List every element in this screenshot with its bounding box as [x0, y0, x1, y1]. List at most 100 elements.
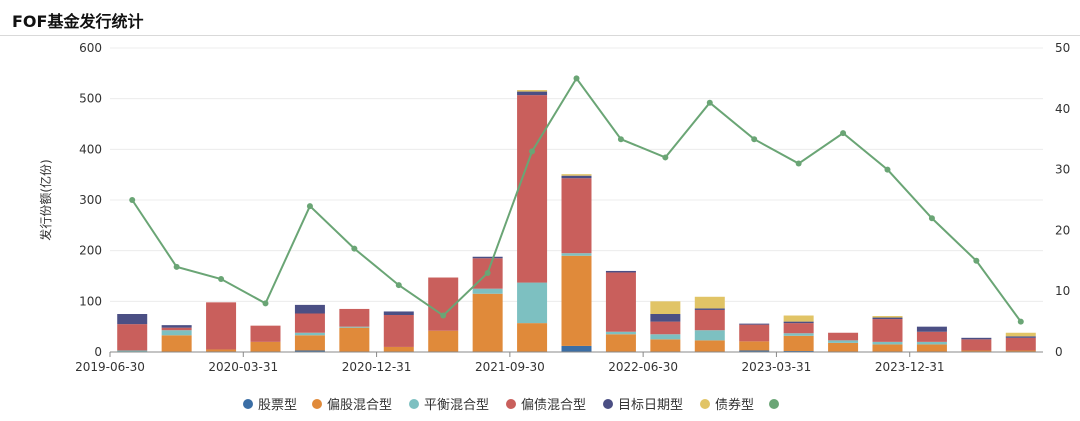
bar-segment: [694, 330, 725, 341]
page-title: FOF基金发行统计: [12, 12, 144, 31]
bar-segment: [517, 282, 548, 324]
bar-segment: [383, 346, 414, 352]
card-header: FOF基金发行统计: [0, 0, 1080, 36]
legend-marker: [769, 399, 779, 409]
bar-segment: [161, 330, 192, 336]
bar-segment: [517, 95, 548, 283]
count-point: [129, 197, 136, 203]
bar-segment: [206, 349, 237, 352]
bar-segment: [916, 341, 947, 345]
x-tick-label: 2021-09-30: [475, 360, 545, 374]
legend-label: 目标日期型: [618, 398, 683, 413]
bar-segment: [961, 350, 992, 352]
bar-segment: [739, 341, 770, 351]
bar-segment: [694, 309, 725, 331]
bar-segment: [117, 324, 148, 351]
bar-segment: [383, 315, 414, 347]
bar-segment: [872, 317, 903, 320]
legend-marker: [409, 399, 419, 409]
count-point: [440, 312, 447, 319]
bar-segment: [472, 256, 503, 259]
bar-segment: [561, 174, 592, 176]
bar-segment: [117, 314, 148, 325]
bar-segment: [161, 327, 192, 331]
bar-segment: [605, 334, 636, 352]
count-point: [751, 136, 758, 143]
legend-label: 偏债混合型: [521, 398, 586, 413]
bar-segment: [783, 321, 814, 324]
bar-segment: [783, 350, 814, 352]
bar-segment: [294, 304, 325, 314]
count-point: [662, 154, 669, 161]
legend-label: 股票型: [258, 398, 297, 413]
bar-segment: [739, 323, 770, 325]
count-point: [484, 269, 491, 276]
y2-tick-label: 10: [1055, 284, 1070, 298]
count-point: [928, 215, 935, 222]
x-tick-label: 2019-06-30: [75, 360, 145, 374]
bar-segment: [650, 334, 681, 340]
bar-segment: [517, 91, 548, 96]
bar-segment: [161, 335, 192, 352]
bar-segment: [605, 270, 636, 273]
bar-segment: [961, 337, 992, 340]
x-tick-label: 2020-12-31: [342, 360, 412, 374]
bar-segment: [605, 272, 636, 332]
y2-tick-label: 20: [1055, 223, 1070, 237]
legend-marker: [603, 399, 613, 409]
bar-segment: [650, 339, 681, 352]
bar-segment: [428, 277, 459, 331]
bar-segment: [1005, 337, 1036, 351]
bar-segment: [1005, 350, 1036, 352]
bar-segment: [383, 311, 414, 316]
y-tick-label: 400: [79, 142, 102, 156]
bar-segment: [783, 323, 814, 334]
bar-segment: [1005, 332, 1036, 337]
bar-segment: [783, 333, 814, 336]
count-point: [706, 99, 713, 106]
bar-segment: [117, 350, 148, 352]
bar-segment: [517, 90, 548, 92]
bar-segment: [517, 323, 548, 352]
bar-segment: [916, 326, 947, 332]
bar-segment: [339, 308, 370, 327]
bar-segment: [783, 315, 814, 322]
bar-segment: [561, 255, 592, 346]
legend-marker: [700, 399, 710, 409]
x-tick-label: 2023-03-31: [742, 360, 812, 374]
bar-segment: [250, 325, 281, 342]
bar-segment: [694, 340, 725, 352]
bar-segment: [428, 330, 459, 352]
x-tick-label: 2020-03-31: [208, 360, 278, 374]
bar-segment: [472, 293, 503, 352]
count-point: [351, 245, 358, 252]
count-point: [529, 148, 536, 155]
legend-label: 偏股混合型: [327, 398, 392, 413]
legend-marker: [243, 399, 253, 409]
y2-tick-label: 50: [1055, 41, 1070, 55]
bar-segment: [828, 340, 859, 343]
bar-segment: [294, 335, 325, 351]
bar-segment: [650, 321, 681, 335]
legend-label: 债券型: [715, 397, 754, 413]
bar-segment: [872, 341, 903, 345]
count-point: [262, 300, 269, 307]
bar-segment: [961, 339, 992, 351]
bar-segment: [828, 342, 859, 352]
bar-segment: [650, 314, 681, 322]
bar-segment: [916, 331, 947, 342]
bar-segment: [294, 350, 325, 352]
y2-tick-label: 40: [1055, 102, 1070, 116]
bar-segment: [561, 253, 592, 256]
count-point: [1017, 318, 1024, 325]
count-point: [306, 203, 313, 210]
bar-segment: [783, 335, 814, 351]
y-tick-label: 200: [79, 244, 102, 258]
count-point: [617, 136, 624, 143]
bar-segment: [561, 178, 592, 254]
y-axis-label: 发行份额(亿份): [38, 159, 53, 240]
y-tick-label: 0: [94, 345, 102, 359]
bar-segment: [294, 332, 325, 336]
